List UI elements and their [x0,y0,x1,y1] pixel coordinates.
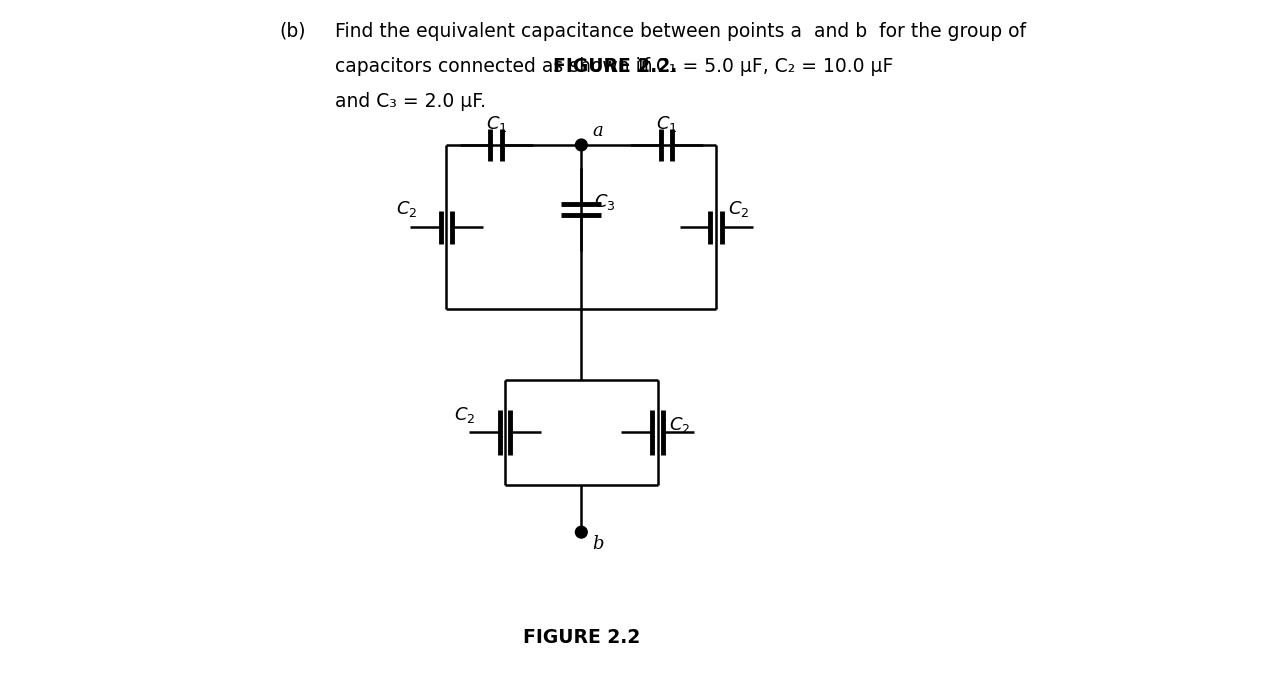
Text: $C_1$: $C_1$ [655,115,677,135]
Text: If C₁ = 5.0 μF, C₂ = 10.0 μF: If C₁ = 5.0 μF, C₂ = 10.0 μF [632,57,893,76]
Text: $C_3$: $C_3$ [594,193,616,212]
Text: a: a [591,122,603,140]
Text: $C_2$: $C_2$ [396,199,417,219]
Text: Find the equivalent capacitance between points a  and b  for the group of: Find the equivalent capacitance between … [335,22,1027,41]
Text: capacitors connected as shown in: capacitors connected as shown in [335,57,658,76]
Text: FIGURE 2.2.: FIGURE 2.2. [553,57,677,76]
Text: $C_2$: $C_2$ [728,199,749,219]
Circle shape [576,527,588,538]
Text: $C_2$: $C_2$ [454,405,476,425]
Text: FIGURE 2.2: FIGURE 2.2 [522,628,640,647]
Text: and C₃ = 2.0 μF.: and C₃ = 2.0 μF. [335,92,486,111]
Circle shape [576,139,588,151]
Text: $C_1$: $C_1$ [485,115,507,135]
Text: (b): (b) [279,22,306,41]
Text: b: b [591,535,603,553]
Text: $C_2$: $C_2$ [669,415,691,435]
